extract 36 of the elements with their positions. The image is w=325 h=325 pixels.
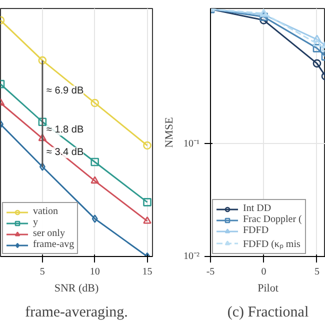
point: [92, 214, 98, 223]
point: [38, 134, 47, 142]
annotation: ≈ 3.4 dB: [46, 147, 84, 158]
x-axis-title: SNR (dB): [54, 282, 99, 294]
x-axis-title: Pilot: [258, 282, 278, 294]
x-tick-label: 15: [142, 266, 152, 278]
x-tick-label: 0: [261, 266, 266, 278]
legend-label: vation: [33, 206, 58, 217]
x-tick-label: -5: [206, 266, 215, 278]
annotation: ≈ 1.8 dB: [46, 124, 84, 136]
legend-label: FDFD (κₚ mis: [243, 238, 300, 250]
annotation: ≈ 6.9 dB: [46, 86, 84, 97]
legend-label: Frac Doppler (: [243, 214, 302, 225]
text: (c) Fractional: [227, 304, 309, 320]
x-tick-label: 10: [90, 266, 100, 278]
text: frame-averaging.: [25, 304, 128, 320]
point: [90, 158, 99, 166]
point: [143, 198, 152, 206]
point: [260, 12, 268, 21]
point: [38, 118, 47, 126]
legend-label: frame-avg: [33, 239, 74, 250]
point: [143, 216, 152, 224]
y-tick-label: 10⁻²: [184, 251, 200, 262]
y-tick-label: 10⁻¹: [184, 138, 200, 150]
legend-label: FDFD: [243, 225, 269, 236]
x-tick-label: 5: [40, 266, 45, 278]
point: [39, 162, 46, 171]
legend-label: y: [33, 217, 39, 228]
x-tick-label: 5: [314, 266, 320, 278]
point: [143, 141, 152, 150]
point: [90, 176, 99, 184]
point: [38, 56, 47, 65]
y-axis-title: NMSE: [164, 116, 176, 148]
point: [90, 98, 99, 108]
legend-label: Int DD: [243, 203, 272, 214]
legend-label: ser only: [33, 228, 65, 239]
